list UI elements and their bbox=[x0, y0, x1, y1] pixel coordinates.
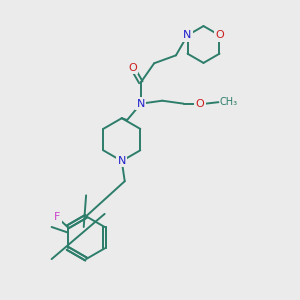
Text: O: O bbox=[196, 99, 204, 109]
Text: O: O bbox=[215, 30, 224, 40]
Text: N: N bbox=[137, 99, 145, 109]
Text: CH₃: CH₃ bbox=[220, 97, 238, 107]
Text: N: N bbox=[118, 156, 126, 166]
Text: F: F bbox=[54, 212, 60, 222]
Text: O: O bbox=[128, 63, 137, 73]
Text: N: N bbox=[183, 30, 192, 40]
